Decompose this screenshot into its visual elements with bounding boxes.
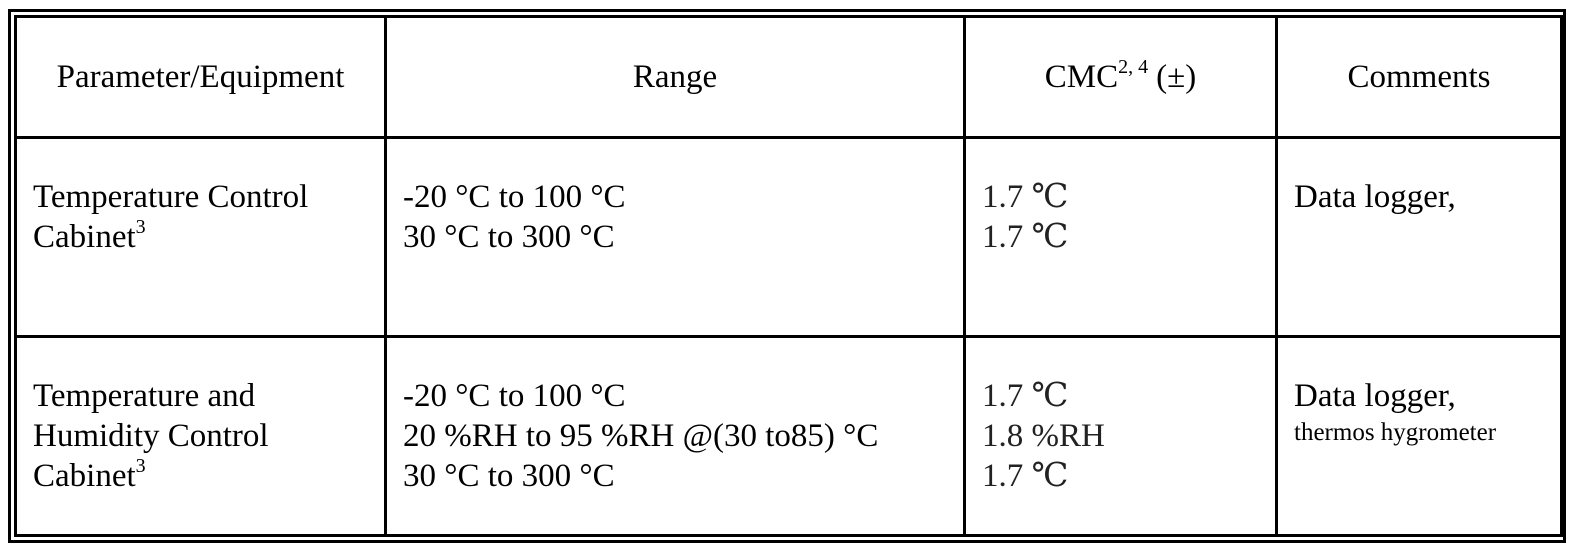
table-row: Temperature and Humidity Control Cabinet3 -… [14, 335, 1563, 537]
parameter-superscript: 3 [135, 216, 146, 238]
table: Parameter/Equipment Range CMC2, 4 (±) Commen… [14, 15, 1563, 537]
header-superscript: 2, 4 [1118, 56, 1149, 78]
parameter-line: Temperature and [33, 378, 256, 414]
range-line: -20 °C to 100 °C [403, 378, 626, 414]
range-line: 30 °C to 300 °C [403, 219, 615, 255]
cmc-line: 1.7 ℃ [982, 458, 1069, 494]
range-line: 20 %RH to 95 %RH @(30 to85) °C [403, 418, 879, 454]
parameter-line: Cabinet3 [33, 216, 146, 255]
parameter-cell: Temperature and Humidity Control Cabinet3 [14, 335, 387, 537]
header-text: Comments [1347, 59, 1491, 95]
cmc-line: 1.8 %RH [982, 418, 1105, 454]
header-text: Range [632, 59, 718, 95]
comment-line: Data logger, [1294, 179, 1456, 215]
parameter-line: Cabinet3 [33, 455, 146, 494]
comment-line: Data logger, [1294, 378, 1456, 414]
table-frame: Parameter/Equipment Range CMC2, 4 (±) Commen… [8, 9, 1566, 543]
header-cell: Comments [1275, 15, 1563, 139]
header-cell: CMC2, 4 (±) [963, 15, 1278, 139]
range-cell: -20 °C to 100 °C 30 °C to 300 °C [384, 136, 966, 338]
table-row: Temperature Control Cabinet3 -20 °C to 100… [14, 136, 1563, 338]
header-text: CMC [1044, 59, 1119, 95]
range-line: 30 °C to 300 °C [403, 458, 615, 494]
cmc-cell: 1.7 ℃ 1.7 ℃ [963, 136, 1278, 338]
cmc-line: 1.7 ℃ [982, 378, 1069, 414]
header-text: Parameter/Equipment [56, 59, 345, 95]
comment-line: thermos hygrometer [1294, 419, 1497, 446]
cmc-line: 1.7 ℃ [982, 219, 1069, 255]
range-cell: -20 °C to 100 °C 20 %RH to 95 %RH @(30 to… [384, 335, 966, 537]
comments-cell: Data logger, thermos hygrometer [1275, 335, 1563, 537]
parameter-superscript: 3 [135, 455, 146, 477]
header-cell: Range [384, 15, 966, 139]
header-cell: Parameter/Equipment [14, 15, 387, 139]
parameter-line: Humidity Control [33, 418, 269, 454]
parameter-line: Temperature Control [33, 179, 309, 215]
header-suffix: (±) [1156, 59, 1197, 95]
parameter-cell: Temperature Control Cabinet3 [14, 136, 387, 338]
cmc-line: 1.7 ℃ [982, 179, 1069, 215]
header-row: Parameter/Equipment Range CMC2, 4 (±) Commen… [14, 15, 1563, 139]
range-line: -20 °C to 100 °C [403, 179, 626, 215]
comments-cell: Data logger, [1275, 136, 1563, 338]
cmc-cell: 1.7 ℃ 1.8 %RH 1.7 ℃ [963, 335, 1278, 537]
